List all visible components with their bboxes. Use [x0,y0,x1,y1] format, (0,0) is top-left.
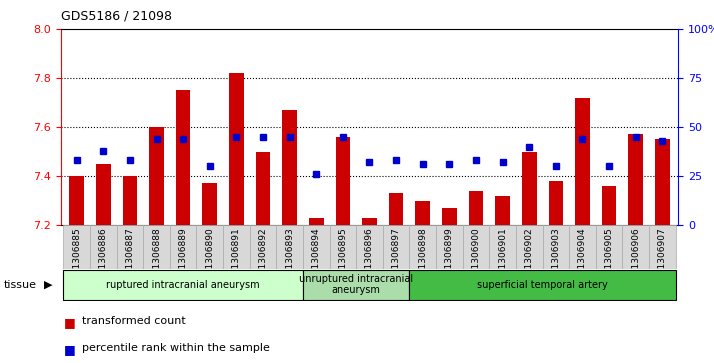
Bar [409,270,675,300]
Bar [516,225,543,269]
Text: GSM1306903: GSM1306903 [551,227,560,288]
Text: superficial temporal artery: superficial temporal artery [477,280,608,290]
Bar [176,90,191,225]
Text: ruptured intracranial aneurysm: ruptured intracranial aneurysm [106,280,260,290]
Text: GSM1306888: GSM1306888 [152,227,161,288]
Text: ■: ■ [64,316,76,329]
Bar [229,73,243,225]
Bar [203,183,217,225]
Bar [356,225,383,269]
Text: GSM1306897: GSM1306897 [391,227,401,288]
Text: GSM1306895: GSM1306895 [338,227,348,288]
Bar [96,164,111,225]
Bar [595,225,623,269]
Bar [69,176,84,225]
Bar [623,225,649,269]
Bar [196,225,223,269]
Text: GDS5186 / 21098: GDS5186 / 21098 [61,9,171,22]
Bar [468,191,483,225]
Text: GSM1306887: GSM1306887 [126,227,134,288]
Bar [64,270,303,300]
Text: transformed count: transformed count [82,316,186,326]
Bar [543,225,569,269]
Bar [383,225,409,269]
Text: GSM1306899: GSM1306899 [445,227,454,288]
Bar [522,151,536,225]
Bar [303,270,409,300]
Text: GSM1306889: GSM1306889 [178,227,188,288]
Text: GSM1306906: GSM1306906 [631,227,640,288]
Text: GSM1306894: GSM1306894 [312,227,321,288]
Bar [282,110,297,225]
Text: GSM1306890: GSM1306890 [205,227,214,288]
Text: ■: ■ [64,343,76,356]
Bar [569,225,595,269]
Text: GSM1306898: GSM1306898 [418,227,427,288]
Text: GSM1306891: GSM1306891 [232,227,241,288]
Text: GSM1306900: GSM1306900 [471,227,481,288]
Text: GSM1306896: GSM1306896 [365,227,374,288]
Bar [64,225,90,269]
Bar [309,218,323,225]
Bar [362,218,377,225]
Bar [170,225,196,269]
Bar [496,196,510,225]
Text: GSM1306886: GSM1306886 [99,227,108,288]
Bar [548,181,563,225]
Text: GSM1306907: GSM1306907 [658,227,667,288]
Bar [649,225,675,269]
Bar [463,225,489,269]
Bar [575,98,590,225]
Bar [116,225,144,269]
Text: GSM1306892: GSM1306892 [258,227,268,288]
Text: GSM1306901: GSM1306901 [498,227,507,288]
Bar [442,208,457,225]
Bar [123,176,137,225]
Bar [409,225,436,269]
Text: percentile rank within the sample: percentile rank within the sample [82,343,270,353]
Bar [628,134,643,225]
Text: GSM1306902: GSM1306902 [525,227,534,288]
Bar [602,186,616,225]
Bar [149,127,164,225]
Bar [223,225,250,269]
Bar [389,193,403,225]
Bar [489,225,516,269]
Text: unruptured intracranial
aneurysm: unruptured intracranial aneurysm [299,274,413,295]
Bar [276,225,303,269]
Text: GSM1306893: GSM1306893 [285,227,294,288]
Text: GSM1306885: GSM1306885 [72,227,81,288]
Bar [336,137,350,225]
Text: tissue: tissue [4,280,36,290]
Bar [90,225,116,269]
Text: GSM1306905: GSM1306905 [605,227,613,288]
Bar [256,151,271,225]
Bar [416,201,430,225]
Text: ▶: ▶ [44,280,53,290]
Bar [144,225,170,269]
Bar [436,225,463,269]
Bar [330,225,356,269]
Bar [655,139,670,225]
Bar [250,225,276,269]
Bar [303,225,330,269]
Text: GSM1306904: GSM1306904 [578,227,587,288]
